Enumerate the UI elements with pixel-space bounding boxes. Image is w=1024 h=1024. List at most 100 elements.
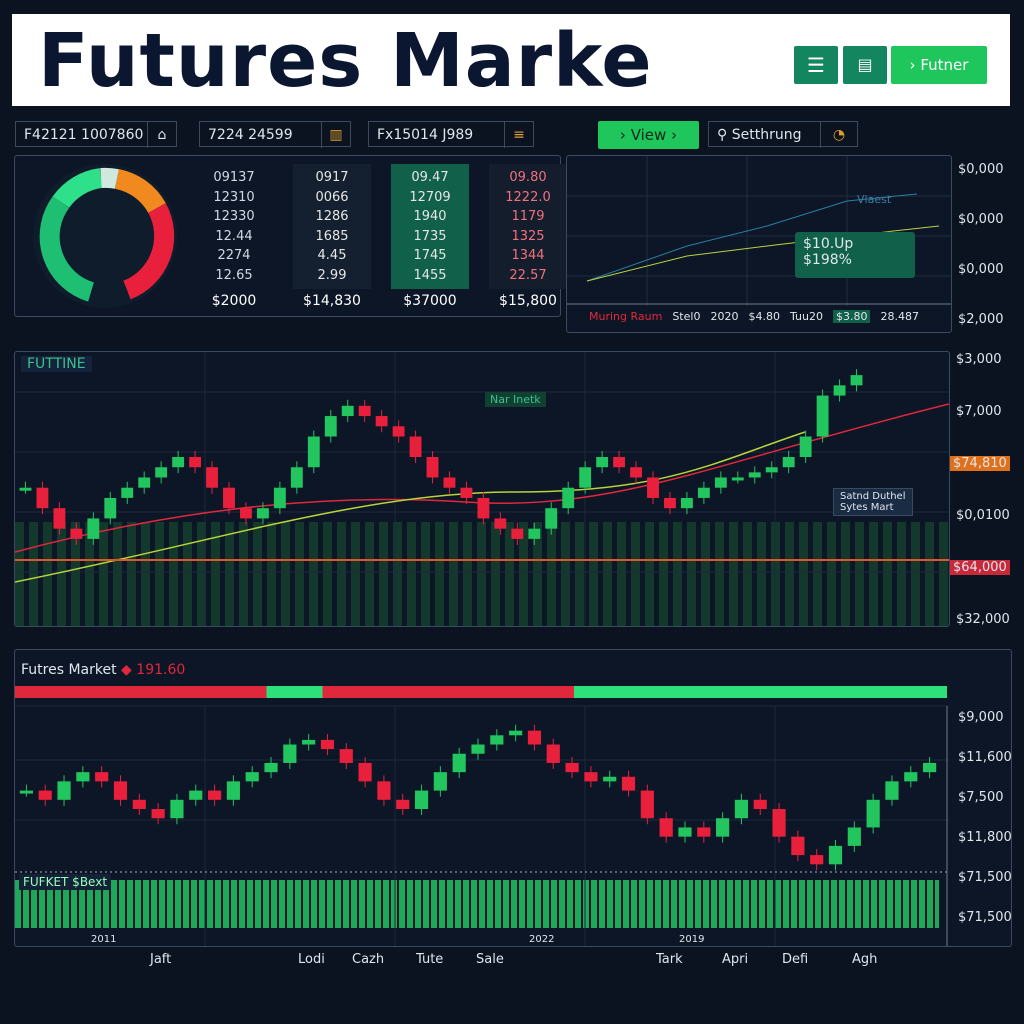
- candle: [76, 772, 90, 782]
- candle: [170, 799, 184, 819]
- candle: [433, 772, 447, 791]
- header: Futures Marke ☰ ▤ › Futner: [12, 14, 1010, 106]
- candle: [57, 781, 71, 800]
- settings[interactable]: ⚲ Setthrung ◔: [708, 121, 858, 148]
- candle: [765, 467, 778, 473]
- field[interactable]: F42121 1007860 ⌂: [15, 121, 177, 148]
- candle: [748, 472, 761, 478]
- candle: [621, 776, 636, 791]
- candle: [904, 772, 918, 782]
- candle: [584, 772, 598, 782]
- tooltip: $10.Up $198%: [795, 232, 915, 278]
- candle: [320, 739, 335, 750]
- candle: [189, 790, 203, 800]
- candle: [283, 744, 297, 763]
- chart-label: FUTTINE: [21, 356, 92, 372]
- strip-item: Tuu20: [789, 310, 823, 323]
- candle: [392, 426, 405, 437]
- axis-label: $11,600: [958, 750, 1012, 765]
- stats-column: 09137 12310 12330 12.44 2274 12.65 $2000: [195, 164, 273, 309]
- axis-label: $74,810: [950, 456, 1010, 471]
- candle: [53, 508, 66, 529]
- strip-item: $4.80: [748, 310, 780, 323]
- candle: [923, 762, 937, 773]
- candle: [256, 508, 269, 519]
- volume-label: FUFKET $Bext: [19, 874, 112, 890]
- candle: [36, 487, 49, 509]
- candle: [409, 436, 422, 457]
- axis-label: $7,500: [958, 790, 1004, 805]
- candle: [38, 790, 52, 800]
- icon-button[interactable]: ▤: [843, 46, 887, 84]
- field[interactable]: 7224 24599 ▥: [199, 121, 351, 148]
- axis-label: $9,000: [958, 710, 1004, 725]
- stats-value: 1222.0: [505, 189, 551, 205]
- lower-title: Futres Market ◆ 191.60: [21, 662, 186, 678]
- tooltip-line: $10.Up: [803, 236, 854, 252]
- candle: [816, 395, 829, 437]
- annotation-line: Satnd Duthel: [840, 491, 906, 502]
- main-chart: FUTTINE Nar Inetk Satnd Duthel Sytes Mart: [14, 351, 950, 627]
- candle: [151, 809, 165, 819]
- axis-label: $11,800: [958, 830, 1012, 845]
- stats-total: $15,800: [499, 293, 557, 309]
- candle: [647, 477, 659, 498]
- axis-label: $71,500: [958, 870, 1012, 885]
- candle: [596, 457, 609, 468]
- candle: [377, 781, 391, 800]
- candle: [697, 827, 711, 837]
- strip-item: Stel0: [672, 310, 701, 323]
- candle: [664, 497, 676, 509]
- candle: [19, 487, 32, 491]
- volume: [15, 880, 939, 928]
- annotation-line: Sytes Mart: [840, 502, 894, 513]
- view-button[interactable]: › View ›: [598, 121, 699, 149]
- candle: [680, 497, 693, 509]
- field[interactable]: Fx15014 J989 ≡: [368, 121, 534, 148]
- futner-button[interactable]: › Futner: [891, 46, 987, 84]
- candle: [885, 781, 899, 800]
- gauge: [33, 164, 177, 308]
- candle: [659, 818, 673, 837]
- candle: [579, 467, 592, 488]
- annotation: Satnd Duthel Sytes Mart: [833, 488, 913, 516]
- heat-strip: [15, 686, 947, 698]
- month-label: Tark: [656, 952, 683, 967]
- candle: [132, 799, 146, 810]
- price: 191.60: [136, 662, 186, 678]
- candle: [782, 457, 795, 468]
- candle: [302, 739, 316, 745]
- candle: [396, 799, 410, 810]
- stats-value: 0917: [315, 170, 349, 185]
- candle: [799, 436, 812, 457]
- mini-chart: Vlaest $10.Up $198% Muring Raum Stel0 2020 $…: [566, 155, 952, 333]
- lower-plot: [15, 705, 949, 946]
- axis-label: $0,000: [958, 212, 1004, 227]
- stats-total: $14,830: [303, 293, 361, 309]
- axis-label: $0,0100: [956, 508, 1010, 523]
- candle: [810, 855, 824, 865]
- candle: [121, 487, 134, 498]
- candle: [734, 799, 749, 819]
- stats-value: 1286: [315, 209, 349, 224]
- stats-value: 12330: [213, 209, 255, 224]
- month-label: Defi: [782, 952, 809, 967]
- candle: [545, 508, 558, 529]
- field-text: Setthrung: [731, 127, 802, 143]
- month-label: Cazh: [352, 952, 385, 967]
- stats-box: 09.47 12709 1940 1735 1745 1455: [391, 164, 469, 289]
- stats-column: 09.80 1222.0 1179 1325 1344 22.57 $15,800: [489, 164, 567, 309]
- month-label: Sale: [476, 952, 504, 967]
- candle: [414, 790, 429, 810]
- stats-value: 12709: [409, 189, 451, 205]
- candle: [443, 477, 456, 488]
- stats-column: 09.47 12709 1940 1735 1745 1455 $37000: [391, 164, 469, 309]
- candle: [866, 799, 880, 828]
- stats-value: 09.47: [411, 170, 449, 185]
- candle: [511, 528, 524, 539]
- menu-button[interactable]: ☰: [794, 46, 838, 84]
- candle: [630, 467, 642, 478]
- candle: [19, 790, 33, 794]
- candle: [546, 744, 560, 763]
- volume: [15, 522, 949, 626]
